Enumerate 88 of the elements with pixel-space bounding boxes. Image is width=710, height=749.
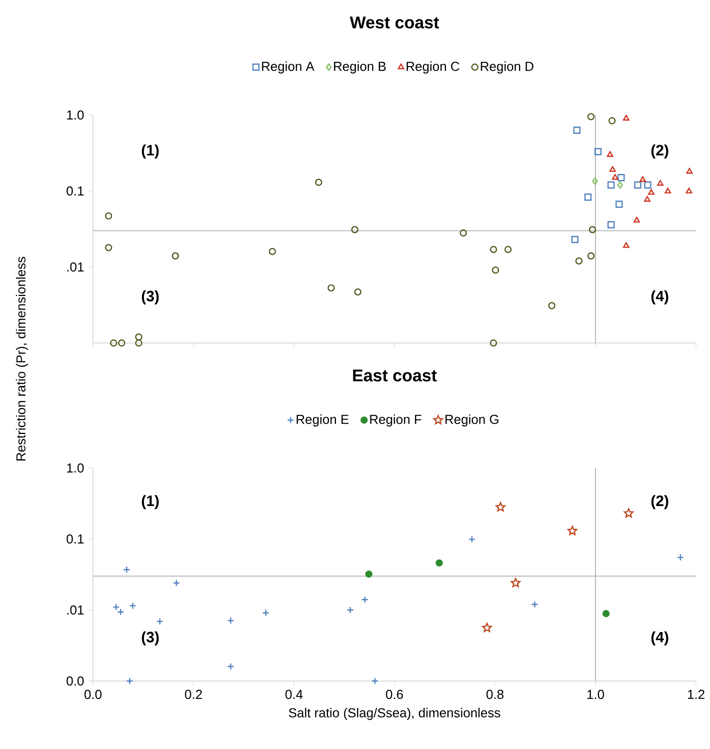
point xyxy=(616,200,623,208)
point xyxy=(634,216,640,223)
annotation: (1) xyxy=(142,144,159,158)
point xyxy=(606,151,614,157)
y-tick-label: 0.1 xyxy=(66,186,84,196)
legend-label: Region D xyxy=(480,61,534,74)
annotation: (3) xyxy=(142,631,159,646)
point xyxy=(510,578,520,588)
y-tick-label: 0.0 xyxy=(66,676,84,686)
point xyxy=(607,181,615,189)
point xyxy=(436,559,443,567)
point xyxy=(608,117,616,124)
x-tick-label: 1.2 xyxy=(688,690,704,699)
point xyxy=(110,339,118,347)
point xyxy=(492,266,500,274)
point xyxy=(482,622,492,632)
point xyxy=(602,610,610,618)
point xyxy=(172,252,180,260)
point xyxy=(354,288,362,296)
point xyxy=(104,244,112,252)
legend-label: Region C xyxy=(406,61,460,74)
x-tick-label: 0.6 xyxy=(386,690,403,699)
y-tick-label: 1.0 xyxy=(67,463,84,473)
annotation: (2) xyxy=(651,495,668,510)
legend-label: Region F xyxy=(370,414,422,427)
point xyxy=(592,177,598,185)
point xyxy=(588,226,596,234)
point xyxy=(490,246,498,254)
point xyxy=(664,188,672,194)
annotation: (2) xyxy=(651,144,668,158)
chart-title: West coast xyxy=(350,16,439,28)
point xyxy=(584,194,592,201)
point xyxy=(118,339,126,347)
legend-label: Region E xyxy=(296,414,349,427)
point xyxy=(609,166,616,172)
point xyxy=(612,174,618,180)
point xyxy=(657,180,664,186)
legend-label: Region A xyxy=(262,61,314,74)
y-tick-label: .01 xyxy=(67,605,84,615)
point xyxy=(315,178,322,186)
point xyxy=(460,229,467,237)
annotation: (4) xyxy=(651,290,668,304)
point xyxy=(135,339,142,347)
y-tick-label: .01 xyxy=(67,262,84,272)
point xyxy=(648,189,654,195)
legend-label: Region G xyxy=(446,414,498,427)
legend-label: Region B xyxy=(334,61,386,74)
point xyxy=(571,236,579,244)
y-tick-label: 1.0 xyxy=(67,110,84,120)
y-axis-title: Restriction ratio (Pr), dimensionless xyxy=(16,256,28,461)
x-tick-label: 0.2 xyxy=(184,690,202,699)
point xyxy=(587,113,595,120)
point xyxy=(587,252,595,260)
x-tick-label: 0.8 xyxy=(486,690,504,699)
point xyxy=(504,246,512,254)
point xyxy=(328,284,335,292)
point xyxy=(686,168,693,174)
point xyxy=(575,257,583,265)
point xyxy=(573,126,581,134)
x-tick-label: 0.0 xyxy=(84,690,102,699)
point xyxy=(351,226,358,234)
point xyxy=(268,248,276,256)
point xyxy=(617,181,623,189)
annotation: (4) xyxy=(651,631,668,646)
point xyxy=(594,148,602,156)
x-axis-title: Salt ratio (Slag/Ssea), dimensionless xyxy=(288,708,500,720)
point xyxy=(686,188,692,194)
point xyxy=(618,174,625,182)
point xyxy=(548,302,556,310)
point xyxy=(622,242,630,248)
point xyxy=(640,176,646,182)
point xyxy=(135,333,142,341)
y-tick-label: 0.1 xyxy=(66,534,84,544)
point xyxy=(622,114,630,121)
point xyxy=(104,212,112,220)
point xyxy=(607,221,615,228)
point xyxy=(624,508,634,518)
point xyxy=(496,502,506,512)
chart-title: East coast xyxy=(353,370,437,382)
point xyxy=(634,181,642,189)
x-tick-label: 0.4 xyxy=(285,690,303,699)
point xyxy=(568,526,578,536)
point xyxy=(490,339,498,347)
point xyxy=(644,181,652,189)
x-tick-label: 1.0 xyxy=(587,690,604,699)
point xyxy=(365,570,372,578)
annotation: (3) xyxy=(142,290,159,304)
annotation: (1) xyxy=(142,495,159,510)
